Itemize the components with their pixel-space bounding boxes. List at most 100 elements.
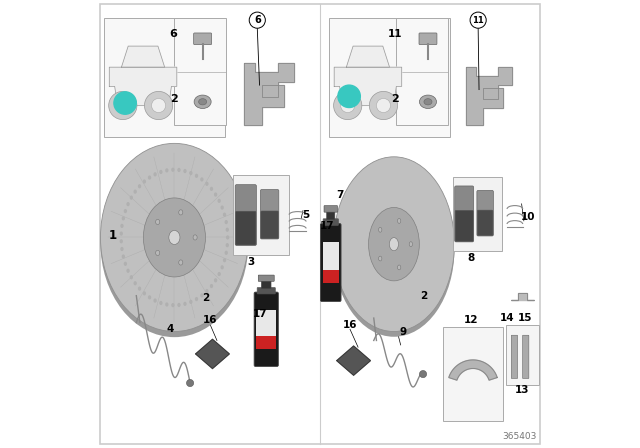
Circle shape [338,85,360,108]
Text: 2: 2 [202,293,209,303]
Circle shape [333,91,362,120]
Ellipse shape [226,235,229,240]
Ellipse shape [183,302,187,306]
Text: 9: 9 [399,327,406,336]
Ellipse shape [218,199,221,203]
FancyBboxPatch shape [259,275,274,281]
FancyBboxPatch shape [323,219,339,225]
Text: 7: 7 [337,190,344,200]
Ellipse shape [409,242,413,246]
Ellipse shape [183,169,187,173]
Text: 17: 17 [319,221,334,231]
Ellipse shape [143,179,146,184]
Ellipse shape [120,247,124,251]
Ellipse shape [189,171,193,175]
Ellipse shape [100,143,248,332]
Ellipse shape [143,198,205,277]
Ellipse shape [226,243,229,247]
Ellipse shape [333,157,454,332]
FancyBboxPatch shape [506,325,539,385]
Ellipse shape [120,239,123,243]
Ellipse shape [214,278,217,282]
Text: 6: 6 [170,29,177,39]
Ellipse shape [126,202,130,206]
FancyBboxPatch shape [455,211,473,241]
Ellipse shape [138,184,141,188]
Ellipse shape [389,237,399,251]
Ellipse shape [397,265,401,270]
Ellipse shape [397,219,401,223]
FancyBboxPatch shape [254,292,278,366]
FancyBboxPatch shape [326,209,335,220]
Ellipse shape [165,302,168,306]
Ellipse shape [369,207,419,281]
Text: 11: 11 [388,29,403,39]
Ellipse shape [122,216,125,220]
Ellipse shape [179,260,183,265]
FancyBboxPatch shape [454,186,474,242]
Circle shape [186,379,194,387]
Ellipse shape [148,295,151,299]
Text: 15: 15 [518,313,532,323]
Polygon shape [244,63,294,125]
Ellipse shape [221,265,224,269]
Ellipse shape [193,235,197,240]
Ellipse shape [200,177,204,181]
Ellipse shape [223,258,226,263]
Polygon shape [449,360,497,380]
Polygon shape [337,346,371,375]
Ellipse shape [165,168,168,172]
Text: 11: 11 [472,16,484,25]
FancyBboxPatch shape [396,18,448,125]
Ellipse shape [419,95,436,108]
FancyBboxPatch shape [232,175,289,255]
Ellipse shape [221,206,224,210]
Circle shape [114,92,136,114]
Circle shape [376,99,390,112]
Text: 17: 17 [253,309,268,319]
FancyBboxPatch shape [257,288,275,294]
Ellipse shape [120,232,123,236]
Text: 4: 4 [166,324,173,334]
Ellipse shape [156,250,160,255]
Text: 5: 5 [302,210,309,220]
Ellipse shape [172,303,175,307]
Ellipse shape [210,284,213,288]
Ellipse shape [156,220,160,224]
Text: 12: 12 [464,315,479,325]
FancyBboxPatch shape [329,18,450,137]
Ellipse shape [148,176,151,180]
Text: 16: 16 [203,315,218,325]
Ellipse shape [134,190,137,194]
Circle shape [116,99,130,112]
Text: 3: 3 [247,257,254,267]
FancyBboxPatch shape [174,18,226,125]
Circle shape [470,12,486,28]
Text: 365403: 365403 [502,432,537,441]
Ellipse shape [154,298,157,303]
Ellipse shape [138,287,141,291]
Ellipse shape [177,303,180,307]
Ellipse shape [179,210,183,215]
Ellipse shape [159,170,163,174]
FancyBboxPatch shape [236,211,256,245]
Ellipse shape [122,254,125,258]
Text: 6: 6 [254,15,260,25]
FancyBboxPatch shape [511,335,518,379]
Text: 14: 14 [500,313,515,323]
Text: 8: 8 [468,253,475,263]
Ellipse shape [205,289,209,293]
Ellipse shape [225,251,228,255]
Ellipse shape [225,220,228,224]
Ellipse shape [130,195,133,200]
Circle shape [340,99,355,112]
Polygon shape [511,293,534,300]
FancyBboxPatch shape [104,18,225,137]
Ellipse shape [210,187,213,191]
Text: 16: 16 [343,320,357,330]
FancyBboxPatch shape [260,190,279,239]
Ellipse shape [126,269,130,273]
Polygon shape [465,67,512,125]
Ellipse shape [200,293,204,297]
FancyBboxPatch shape [477,210,493,236]
